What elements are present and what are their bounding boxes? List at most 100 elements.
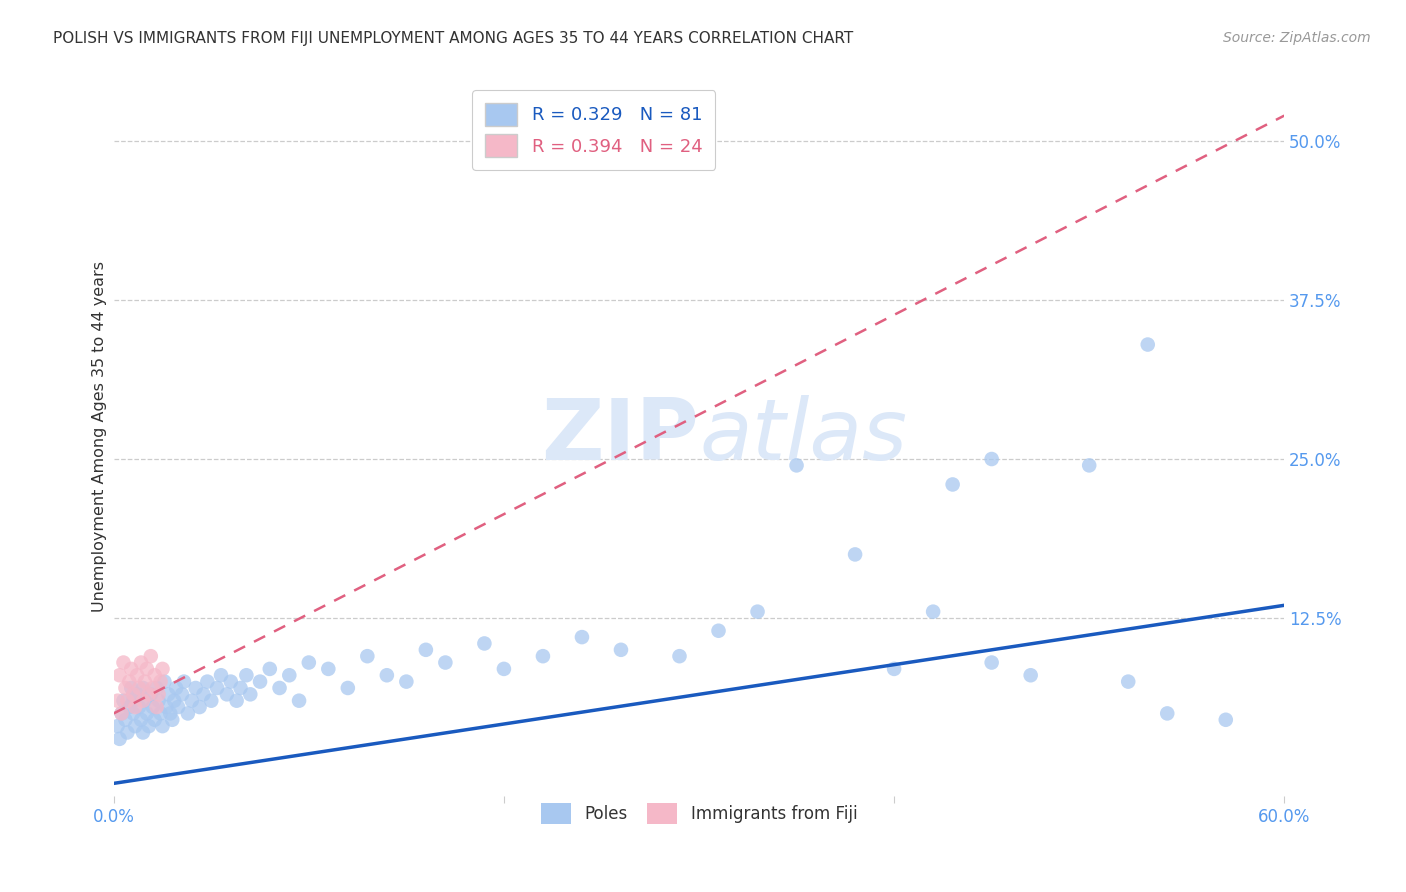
Text: POLISH VS IMMIGRANTS FROM FIJI UNEMPLOYMENT AMONG AGES 35 TO 44 YEARS CORRELATIO: POLISH VS IMMIGRANTS FROM FIJI UNEMPLOYM… (53, 31, 853, 46)
Point (135, 662, 157, 676)
Point (1116, 674, 1139, 689)
Point (942, 477, 965, 491)
Point (129, 713, 152, 727)
Point (143, 668, 166, 682)
Point (1078, 458, 1101, 473)
Point (610, 642, 633, 657)
Point (298, 656, 321, 670)
Point (474, 636, 496, 650)
Point (177, 706, 200, 721)
Point (318, 662, 340, 676)
Point (492, 662, 515, 676)
Point (118, 674, 141, 689)
Point (148, 694, 170, 708)
Point (138, 719, 160, 733)
Point (110, 706, 132, 721)
Point (159, 706, 181, 721)
Point (117, 725, 139, 739)
Point (135, 706, 157, 721)
Point (707, 624, 730, 638)
Point (129, 656, 152, 670)
Point (149, 706, 172, 721)
Point (155, 700, 177, 714)
Point (200, 694, 222, 708)
Point (157, 687, 180, 701)
Point (415, 642, 437, 657)
Point (209, 668, 232, 682)
Point (180, 694, 202, 708)
Point (112, 656, 135, 670)
Point (668, 649, 690, 664)
Point (124, 719, 146, 733)
Point (195, 674, 218, 689)
Point (173, 674, 195, 689)
Point (110, 706, 132, 721)
Point (122, 687, 145, 701)
Point (122, 706, 145, 721)
Point (1136, 337, 1159, 351)
Point (148, 687, 170, 701)
Point (163, 694, 186, 708)
Point (139, 687, 162, 701)
Point (249, 674, 271, 689)
Point (225, 694, 247, 708)
Point (395, 674, 418, 689)
Point (118, 700, 141, 714)
Point (138, 687, 160, 701)
Point (112, 694, 135, 708)
Point (107, 694, 129, 708)
Point (107, 719, 129, 733)
Point (120, 681, 142, 695)
Point (134, 674, 156, 689)
Point (139, 649, 162, 664)
Text: atlas: atlas (699, 395, 907, 478)
Point (153, 674, 176, 689)
Point (142, 700, 165, 714)
Point (288, 694, 311, 708)
Point (162, 713, 184, 727)
Point (1156, 706, 1178, 721)
Point (170, 687, 193, 701)
Point (883, 662, 905, 676)
Point (356, 649, 378, 664)
Point (336, 681, 359, 695)
Point (114, 681, 136, 695)
Point (531, 649, 554, 664)
Point (142, 681, 165, 695)
Y-axis label: Unemployment Among Ages 35 to 44 years: Unemployment Among Ages 35 to 44 years (93, 261, 107, 612)
Point (132, 694, 155, 708)
Point (143, 713, 166, 727)
Point (128, 700, 150, 714)
Text: Source: ZipAtlas.com: Source: ZipAtlas.com (1223, 31, 1371, 45)
Point (188, 700, 211, 714)
Legend: Poles, Immigrants from Fiji: Poles, Immigrants from Fiji (530, 793, 868, 835)
Point (120, 662, 142, 676)
Point (980, 452, 1002, 467)
Point (122, 694, 145, 708)
Point (1019, 668, 1042, 682)
Point (844, 548, 866, 562)
Point (128, 681, 150, 695)
Point (215, 687, 238, 701)
Point (127, 668, 149, 682)
Point (434, 656, 457, 670)
Point (205, 681, 228, 695)
Point (184, 681, 207, 695)
Point (235, 668, 257, 682)
Point (167, 700, 190, 714)
Point (145, 700, 167, 714)
Point (134, 694, 156, 708)
Point (747, 605, 769, 619)
Point (165, 681, 187, 695)
Point (124, 700, 146, 714)
Point (127, 687, 149, 701)
Point (117, 694, 139, 708)
Point (786, 458, 808, 473)
Point (278, 668, 301, 682)
Point (1215, 713, 1237, 727)
Point (219, 674, 242, 689)
Point (980, 656, 1002, 670)
Point (571, 630, 593, 644)
Point (152, 719, 174, 733)
Text: ZIP: ZIP (541, 395, 699, 478)
